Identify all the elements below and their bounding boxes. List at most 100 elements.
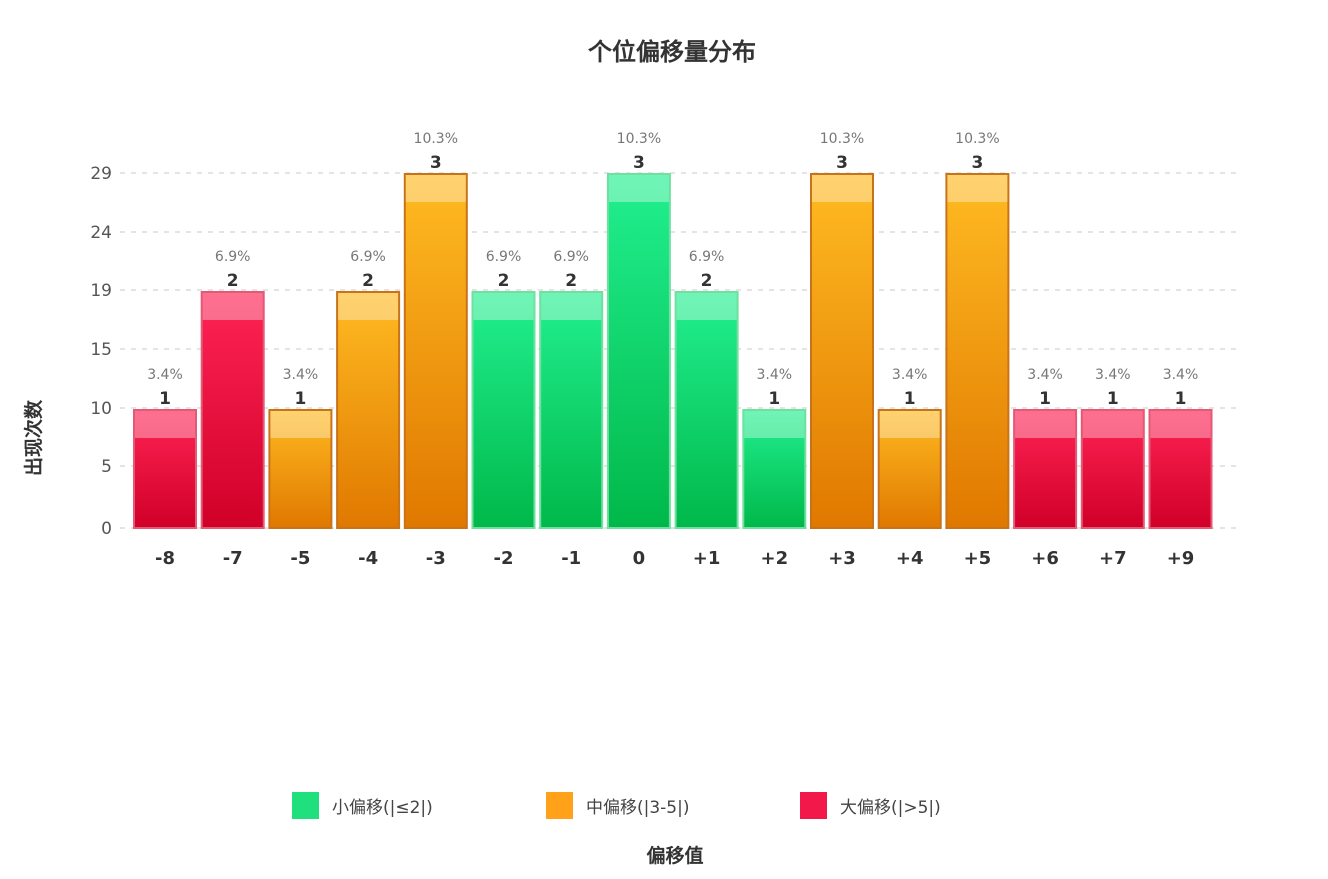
bar-highlight bbox=[202, 293, 263, 320]
x-tick-label: 0 bbox=[633, 548, 646, 569]
bar-percent-label: 6.9% bbox=[553, 249, 589, 265]
bar bbox=[877, 409, 942, 529]
bar-count-label: 2 bbox=[227, 271, 239, 291]
bar-highlight bbox=[270, 411, 331, 438]
y-tick-label: 5 bbox=[101, 457, 112, 477]
x-tick-label: -1 bbox=[561, 548, 581, 569]
bar-highlight bbox=[812, 175, 872, 202]
bar-count-label: 2 bbox=[565, 271, 577, 291]
x-tick-label: +2 bbox=[760, 548, 788, 569]
bar bbox=[1148, 409, 1213, 529]
legend-label-large: 大偏移(|>5|) bbox=[840, 798, 941, 818]
bar-highlight bbox=[1015, 411, 1076, 438]
bar-percent-label: 10.3% bbox=[617, 131, 661, 147]
legend: 小偏移(|≤2|) 中偏移(|3-5|) 大偏移(|>5|) bbox=[292, 792, 941, 819]
legend-swatch-small bbox=[292, 792, 319, 819]
bar-count-label: 2 bbox=[498, 271, 510, 291]
x-tick-label: -3 bbox=[426, 548, 446, 569]
bar bbox=[1080, 409, 1145, 529]
x-tick-label: +9 bbox=[1167, 548, 1195, 569]
bar-count-label: 1 bbox=[904, 389, 916, 409]
bar bbox=[336, 291, 401, 529]
legend-label-small: 小偏移(|≤2|) bbox=[332, 798, 433, 818]
x-tick-label: -2 bbox=[494, 548, 514, 569]
bar-count-label: 2 bbox=[701, 271, 713, 291]
bar-count-label: 3 bbox=[836, 153, 848, 173]
bar-count-label: 1 bbox=[1175, 389, 1187, 409]
bar-percent-label: 6.9% bbox=[689, 249, 725, 265]
bar-count-label: 1 bbox=[768, 389, 780, 409]
bar-highlight bbox=[541, 293, 602, 320]
legend-swatch-medium bbox=[546, 792, 573, 819]
bar-percent-label: 3.4% bbox=[892, 367, 928, 383]
bar bbox=[471, 291, 536, 529]
bar-percent-label: 3.4% bbox=[757, 367, 793, 383]
bar-percent-label: 10.3% bbox=[955, 131, 999, 147]
y-tick-label: 0 bbox=[101, 519, 112, 539]
bar bbox=[200, 291, 265, 529]
bar bbox=[133, 409, 197, 529]
y-tick-label: 29 bbox=[90, 164, 112, 184]
bar-highlight bbox=[338, 293, 399, 320]
chart-title: 个位偏移量分布 bbox=[588, 38, 756, 66]
bar-count-label: 1 bbox=[159, 389, 171, 409]
legend-swatch-large bbox=[800, 792, 827, 819]
x-axis-label: 偏移值 bbox=[646, 844, 703, 867]
x-tick-label: -5 bbox=[290, 548, 310, 569]
bar bbox=[606, 173, 671, 529]
legend-label-medium: 中偏移(|3-5|) bbox=[586, 798, 690, 818]
bar-percent-label: 10.3% bbox=[820, 131, 864, 147]
bar-count-label: 1 bbox=[1039, 389, 1051, 409]
x-tick-label: -8 bbox=[155, 548, 175, 569]
bar bbox=[403, 173, 468, 529]
x-tick-label: -7 bbox=[223, 548, 243, 569]
bar-percent-label: 3.4% bbox=[1095, 367, 1131, 383]
bar-highlight bbox=[947, 175, 1008, 202]
x-tick-label: +4 bbox=[896, 548, 924, 569]
bar-count-label: 2 bbox=[362, 271, 374, 291]
x-tick-label: -4 bbox=[358, 548, 378, 569]
bar-highlight bbox=[879, 411, 940, 438]
bar-percent-label: 6.9% bbox=[486, 249, 522, 265]
bar-highlight bbox=[608, 175, 669, 202]
bar-highlight bbox=[473, 293, 534, 320]
x-tick-label: +1 bbox=[693, 548, 721, 569]
bar bbox=[539, 291, 604, 529]
bar-count-label: 3 bbox=[633, 153, 645, 173]
y-tick-label: 19 bbox=[90, 281, 112, 301]
bar bbox=[742, 409, 807, 529]
bar-count-label: 1 bbox=[294, 389, 306, 409]
x-tick-label: +7 bbox=[1099, 548, 1127, 569]
y-axis-label: 出现次数 bbox=[22, 399, 45, 476]
bars bbox=[133, 173, 1213, 529]
bar-labels: 1 3.4% 2 6.9% 1 3.4% 2 6.9% 3 10.3% 2 6.9% 2 6.9% 3 10.… bbox=[147, 131, 1198, 409]
bar-highlight bbox=[135, 411, 195, 438]
bar-percent-label: 3.4% bbox=[283, 367, 319, 383]
y-tick-label: 15 bbox=[90, 340, 112, 360]
bar-percent-label: 3.4% bbox=[1163, 367, 1199, 383]
bar bbox=[268, 409, 333, 529]
x-tick-label: +3 bbox=[828, 548, 856, 569]
bar-percent-label: 3.4% bbox=[1027, 367, 1063, 383]
bar-highlight bbox=[1082, 411, 1143, 438]
bar-highlight bbox=[676, 293, 737, 320]
bar-percent-label: 6.9% bbox=[350, 249, 386, 265]
x-tick-label: +5 bbox=[964, 548, 992, 569]
bar-highlight bbox=[744, 411, 805, 438]
bar-percent-label: 3.4% bbox=[147, 367, 183, 383]
bar bbox=[1013, 409, 1078, 529]
y-tick-label: 24 bbox=[90, 223, 112, 243]
bar-percent-label: 6.9% bbox=[215, 249, 251, 265]
bar-count-label: 1 bbox=[1107, 389, 1119, 409]
y-axis-ticks: 0 5 10 15 19 24 29 bbox=[90, 164, 112, 539]
x-tick-label: +6 bbox=[1031, 548, 1059, 569]
y-tick-label: 10 bbox=[90, 399, 112, 419]
bar bbox=[945, 173, 1010, 529]
bar-count-label: 3 bbox=[430, 153, 442, 173]
bar-percent-label: 10.3% bbox=[414, 131, 458, 147]
bar-highlight bbox=[1150, 411, 1211, 438]
bar-count-label: 3 bbox=[971, 153, 983, 173]
x-axis-ticks: -8 -7 -5 -4 -3 -2 -1 0 +1 +2 +3 +4 +5 +6 +7 +9 bbox=[155, 548, 1194, 569]
bar-highlight bbox=[405, 175, 466, 202]
